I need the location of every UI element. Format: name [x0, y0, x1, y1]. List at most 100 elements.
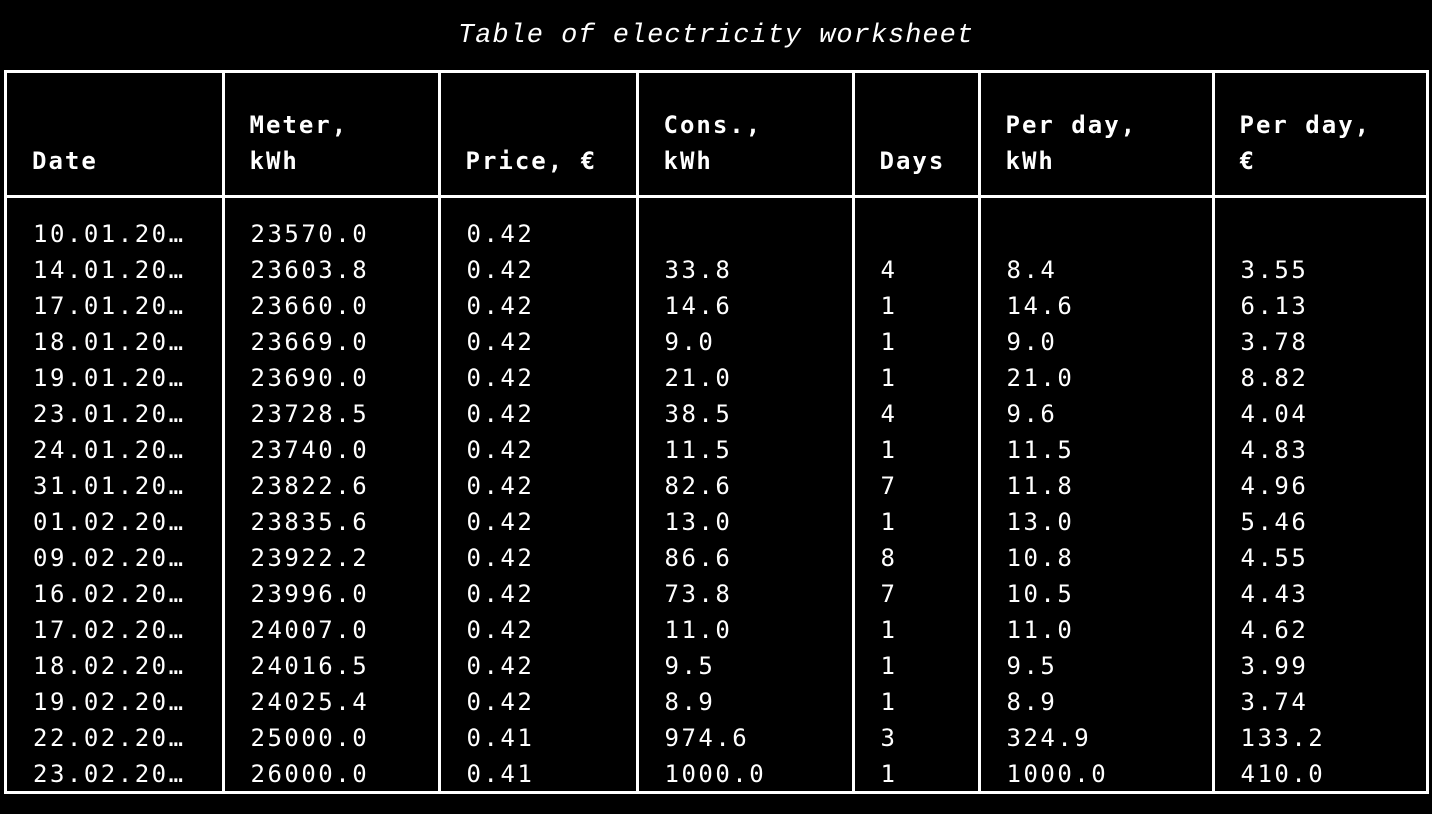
table-cell-meter[interactable]: 23822.6	[250, 472, 370, 500]
table-cell-per-day-kwh[interactable]: 9.0	[1006, 328, 1058, 356]
table-cell-price[interactable]: 0.42	[466, 328, 535, 356]
table-cell-date[interactable]: 10.01.20…	[33, 220, 186, 248]
table-cell-per-day-kwh[interactable]: 1000.0	[1006, 760, 1109, 788]
table-cell-per-day-eur[interactable]: 4.96	[1240, 472, 1309, 500]
table-cell-date[interactable]: 01.02.20…	[33, 508, 186, 536]
table-cell-price[interactable]: 0.42	[466, 652, 535, 680]
table-cell-per-day-kwh[interactable]: 9.5	[1006, 652, 1058, 680]
table-cell-cons[interactable]: 21.0	[664, 364, 733, 392]
table-cell-cons[interactable]: 33.8	[664, 256, 733, 284]
table-cell-cons[interactable]: 974.6	[664, 724, 750, 752]
table-cell-per-day-kwh[interactable]: 9.6	[1006, 400, 1058, 428]
table-cell-per-day-eur[interactable]: 6.13	[1240, 292, 1309, 320]
table-cell-per-day-kwh[interactable]: 10.5	[1006, 580, 1075, 608]
table-cell-date[interactable]: 24.01.20…	[33, 436, 186, 464]
table-cell-date[interactable]: 19.02.20…	[33, 688, 186, 716]
table-cell-days[interactable]: 1	[880, 688, 898, 716]
table-cell-days[interactable]: 1	[880, 364, 898, 392]
table-cell-days[interactable]: 7	[880, 580, 898, 608]
table-cell-per-day-eur[interactable]: 3.99	[1240, 652, 1309, 680]
table-cell-days[interactable]: 4	[880, 400, 898, 428]
table-cell-meter[interactable]: 23690.0	[250, 364, 370, 392]
table-cell-per-day-kwh[interactable]: 324.9	[1006, 724, 1092, 752]
column-header-consumption[interactable]: Cons., kWh	[635, 73, 853, 198]
table-cell-per-day-eur[interactable]: 5.46	[1240, 508, 1309, 536]
column-header-per-day-eur[interactable]: Per day, €	[1211, 73, 1426, 198]
table-cell-meter[interactable]: 23835.6	[250, 508, 370, 536]
table-cell-meter[interactable]: 23669.0	[250, 328, 370, 356]
table-cell-days[interactable]: 4	[880, 256, 898, 284]
table-cell-price[interactable]: 0.42	[466, 436, 535, 464]
table-cell-per-day-kwh[interactable]	[1007, 216, 1212, 252]
table-cell-price[interactable]: 0.42	[466, 544, 535, 572]
table-cell-date[interactable]: 16.02.20…	[33, 580, 186, 608]
table-cell-meter[interactable]: 23922.2	[250, 544, 370, 572]
table-cell-per-day-kwh[interactable]: 8.9	[1006, 688, 1058, 716]
table-cell-date[interactable]: 17.01.20…	[33, 292, 186, 320]
table-cell-per-day-eur[interactable]: 3.74	[1240, 688, 1309, 716]
table-cell-cons[interactable]: 86.6	[664, 544, 733, 572]
table-cell-date[interactable]: 18.02.20…	[33, 652, 186, 680]
table-cell-price[interactable]: 0.41	[466, 724, 535, 752]
table-cell-meter[interactable]: 23570.0	[250, 220, 370, 248]
table-cell-cons[interactable]	[665, 216, 852, 252]
table-cell-per-day-kwh[interactable]: 10.8	[1006, 544, 1075, 572]
table-cell-days[interactable]: 1	[880, 652, 898, 680]
table-cell-price[interactable]: 0.42	[466, 688, 535, 716]
column-header-per-day-kwh[interactable]: Per day, kWh	[977, 73, 1213, 198]
table-cell-date[interactable]: 09.02.20…	[33, 544, 186, 572]
table-cell-price[interactable]: 0.42	[466, 508, 535, 536]
table-cell-days[interactable]: 1	[880, 508, 898, 536]
table-cell-per-day-eur[interactable]: 4.62	[1240, 616, 1309, 644]
table-cell-per-day-kwh[interactable]: 21.0	[1006, 364, 1075, 392]
table-cell-price[interactable]: 0.42	[466, 400, 535, 428]
table-cell-per-day-kwh[interactable]: 13.0	[1006, 508, 1075, 536]
table-cell-date[interactable]: 14.01.20…	[33, 256, 186, 284]
table-cell-date[interactable]: 19.01.20…	[33, 364, 186, 392]
table-cell-cons[interactable]: 9.5	[664, 652, 716, 680]
table-cell-days[interactable]: 1	[880, 328, 898, 356]
column-header-days[interactable]: Days	[851, 73, 979, 198]
table-cell-price[interactable]: 0.42	[466, 580, 535, 608]
table-cell-date[interactable]: 31.01.20…	[33, 472, 186, 500]
table-cell-price[interactable]: 0.41	[466, 760, 535, 788]
column-header-price[interactable]: Price, €	[437, 73, 637, 198]
table-cell-price[interactable]: 0.42	[466, 472, 535, 500]
table-cell-per-day-eur[interactable]: 4.55	[1240, 544, 1309, 572]
table-cell-price[interactable]: 0.42	[466, 292, 535, 320]
table-cell-cons[interactable]: 1000.0	[664, 760, 767, 788]
table-cell-per-day-eur[interactable]: 4.43	[1240, 580, 1309, 608]
table-cell-meter[interactable]: 26000.0	[250, 760, 370, 788]
table-cell-per-day-kwh[interactable]: 11.5	[1006, 436, 1075, 464]
table-cell-meter[interactable]: 23728.5	[250, 400, 370, 428]
table-cell-days[interactable]: 1	[880, 760, 898, 788]
table-cell-meter[interactable]: 25000.0	[250, 724, 370, 752]
table-cell-date[interactable]: 23.01.20…	[33, 400, 186, 428]
table-cell-meter[interactable]: 24016.5	[250, 652, 370, 680]
table-cell-per-day-eur[interactable]: 3.78	[1240, 328, 1309, 356]
table-cell-days[interactable]: 3	[880, 724, 898, 752]
table-cell-meter[interactable]: 23660.0	[250, 292, 370, 320]
table-cell-cons[interactable]: 11.0	[664, 616, 733, 644]
table-cell-per-day-eur[interactable]: 410.0	[1240, 760, 1326, 788]
column-header-date[interactable]: Date	[7, 73, 223, 198]
table-cell-days[interactable]	[881, 216, 978, 252]
table-cell-price[interactable]: 0.42	[466, 364, 535, 392]
table-cell-meter[interactable]: 24007.0	[250, 616, 370, 644]
table-cell-per-day-kwh[interactable]: 11.0	[1006, 616, 1075, 644]
table-cell-date[interactable]: 18.01.20…	[33, 328, 186, 356]
table-cell-price[interactable]: 0.42	[466, 220, 535, 248]
table-cell-days[interactable]: 1	[880, 292, 898, 320]
table-cell-date[interactable]: 22.02.20…	[33, 724, 186, 752]
table-cell-cons[interactable]: 38.5	[664, 400, 733, 428]
table-cell-price[interactable]: 0.42	[466, 616, 535, 644]
table-cell-per-day-eur[interactable]	[1241, 216, 1427, 252]
table-cell-per-day-eur[interactable]: 4.04	[1240, 400, 1309, 428]
table-cell-cons[interactable]: 82.6	[664, 472, 733, 500]
table-cell-meter[interactable]: 24025.4	[250, 688, 370, 716]
table-cell-cons[interactable]: 11.5	[664, 436, 733, 464]
table-cell-per-day-eur[interactable]: 3.55	[1240, 256, 1309, 284]
column-header-meter[interactable]: Meter, kWh	[221, 73, 439, 198]
table-cell-per-day-kwh[interactable]: 14.6	[1006, 292, 1075, 320]
table-cell-per-day-eur[interactable]: 133.2	[1240, 724, 1326, 752]
